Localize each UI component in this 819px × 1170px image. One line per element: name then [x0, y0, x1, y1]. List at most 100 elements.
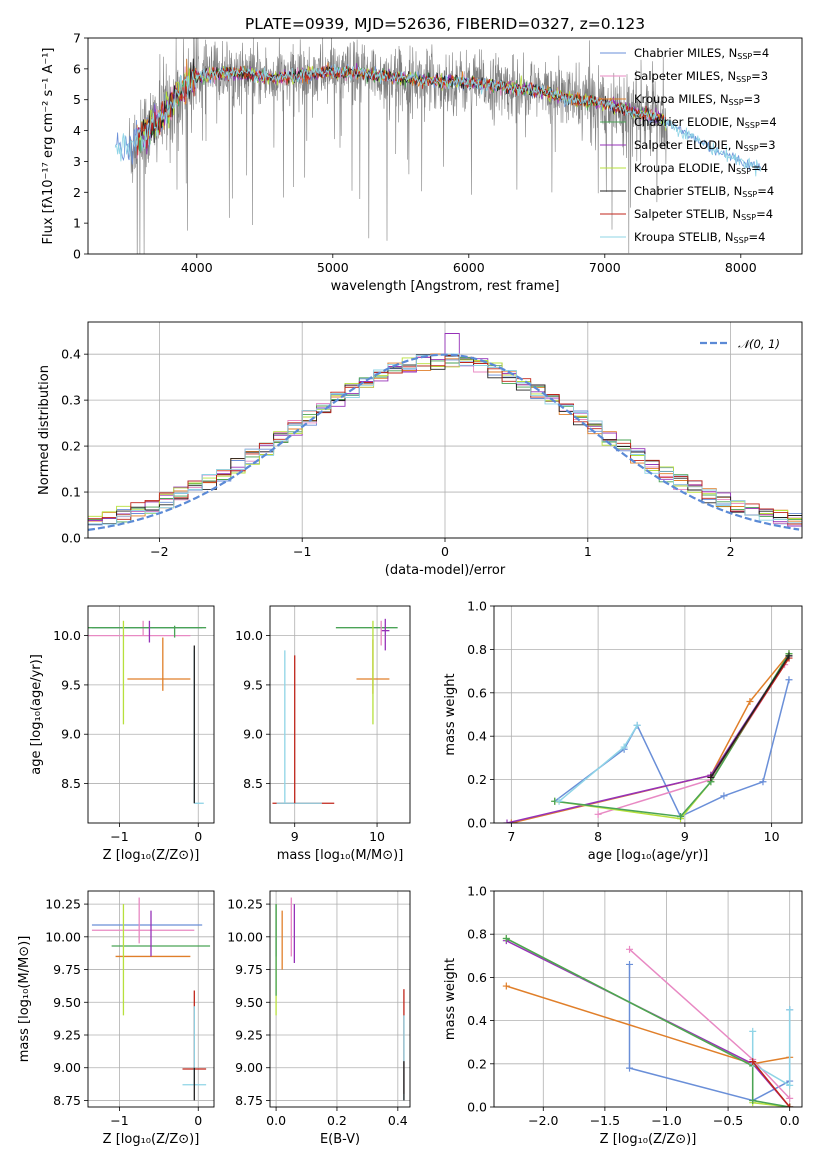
panel-massweight-age: 7 8 9 10 0.0 0.2 0.4 0.6 0.8 1.0 age [log₁₀(age/yr…	[443, 599, 803, 863]
ticks: 9 10 8.5 9.0 9.5 10.0	[235, 628, 385, 844]
legend-entry: Salpeter STELIB, NSSP=4	[634, 207, 773, 222]
x-axis-label: Z [log₁₀(Z/Z⊙)]	[103, 1132, 200, 1147]
series-marker	[677, 812, 685, 820]
y-tick-label: 9.00	[53, 1060, 81, 1075]
series-marker	[786, 1094, 794, 1102]
observed-spectrum	[128, 38, 668, 254]
legend-entry: Kroupa MILES, NSSP=3	[634, 92, 760, 107]
series-marker	[626, 960, 634, 968]
panel-massweight-Z: −2.0 −1.5 −1.0 −0.5 0.0 0.0 0.2 0.4 0.6 0.8 1.0 Z […	[443, 884, 803, 1147]
y-tick-label: 9.5	[61, 677, 81, 692]
series-marker	[503, 819, 511, 823]
plot-content	[88, 333, 802, 531]
series-marker	[749, 1027, 757, 1035]
series-marker	[507, 819, 515, 823]
y-tick-label: 8.75	[235, 1093, 263, 1108]
y-tick-label: 9.25	[53, 1028, 81, 1043]
series-marker	[720, 792, 728, 800]
legend: 𝒩(0, 1)	[700, 337, 780, 351]
y-tick-label: 9.50	[53, 995, 81, 1010]
y-axis-label: mass weight	[443, 958, 458, 1040]
plot-content	[503, 650, 793, 823]
y-tick-label: 0	[73, 247, 81, 262]
series-marker	[759, 778, 767, 786]
x-axis-label: mass [log₁₀(M/M⊙)]	[277, 848, 404, 863]
plot-content	[272, 618, 398, 804]
x-axis-label: E(B-V)	[320, 1132, 360, 1147]
y-tick-label: 0.8	[467, 927, 487, 942]
errorbar-point	[127, 637, 191, 691]
series-marker	[785, 676, 793, 684]
x-tick-label: 5000	[317, 260, 349, 275]
y-tick-label: 0.0	[467, 1100, 487, 1115]
y-tick-label: 0.0	[467, 816, 487, 831]
y-tick-label: 4	[73, 123, 81, 138]
x-tick-label: 9	[291, 829, 299, 844]
series-marker	[707, 773, 715, 781]
errorbar-point	[88, 625, 207, 638]
legend-entry: Kroupa ELODIE, NSSP=4	[634, 161, 768, 176]
plot-content	[88, 620, 207, 804]
x-tick-label: −0.5	[713, 1113, 743, 1128]
x-axis-label: age [log₁₀(age/yr)]	[588, 848, 709, 863]
x-tick-label: 0	[441, 544, 449, 559]
y-tick-label: 9.75	[53, 962, 81, 977]
y-tick-label: 3	[73, 154, 81, 169]
series-marker	[786, 1103, 794, 1107]
y-tick-label: 0.6	[467, 970, 487, 985]
x-tick-label: −2	[150, 544, 168, 559]
plot-area	[270, 606, 410, 823]
y-tick-label: 0.6	[467, 685, 487, 700]
x-axis-label: Z [log₁₀(Z/Z⊙)]	[600, 1132, 697, 1147]
y-tick-label: 9.50	[235, 995, 263, 1010]
x-tick-label: 0.0	[266, 1113, 286, 1128]
legend-entry: Chabrier STELIB, NSSP=4	[634, 184, 774, 199]
plot-content	[114, 38, 762, 254]
y-axis-label: Flux [fλ10⁻¹⁷ erg cm⁻² s⁻¹ A⁻¹]	[41, 48, 56, 245]
plot-area	[270, 891, 410, 1107]
x-tick-label: 0	[194, 829, 202, 844]
y-tick-label: 7	[73, 31, 81, 46]
series-marker	[786, 1081, 794, 1089]
y-tick-label: 2	[73, 185, 81, 200]
y-tick-label: 9.75	[235, 962, 263, 977]
y-tick-label: 0.2	[61, 439, 81, 454]
x-tick-label: 10	[764, 829, 780, 844]
panel-age-mass: 9 10 8.5 9.0 9.5 10.0 mass [log₁₀(M/M⊙)]	[235, 605, 411, 863]
y-axis-label: mass [log₁₀(M/M⊙)]	[17, 936, 32, 1063]
axes-frame	[87, 37, 803, 255]
x-tick-label: −1	[110, 1113, 128, 1128]
x-axis-label: Z [log₁₀(Z/Z⊙)]	[103, 848, 200, 863]
y-tick-label: 0.1	[61, 485, 81, 500]
x-tick-label: 0.0	[780, 1113, 800, 1128]
panel-mass-Z: −1 0 8.75 9.00 9.25 9.50 9.75 10.00 10.25 Z [log₁…	[17, 890, 215, 1147]
y-axis-label: Normed distribution	[37, 365, 52, 495]
gridlines	[270, 891, 410, 1107]
gridlines	[88, 606, 214, 823]
x-tick-label: 6000	[453, 260, 485, 275]
x-tick-label: 4000	[181, 260, 213, 275]
series-marker	[785, 652, 793, 660]
x-tick-label: 7	[507, 829, 515, 844]
y-axis-label: mass weight	[443, 673, 458, 755]
legend: Chabrier MILES, NSSP=4 Salpeter MILES, NS…	[600, 46, 777, 245]
y-tick-label: 1.0	[467, 884, 487, 899]
y-tick-label: 10.0	[53, 628, 81, 643]
x-tick-label: 8	[594, 829, 602, 844]
plot-area	[88, 606, 214, 823]
x-tick-label: 0	[194, 1113, 202, 1128]
series-marker	[749, 1097, 757, 1105]
y-tick-label: 9.0	[243, 727, 263, 742]
plot-content	[275, 897, 405, 1101]
y-tick-label: 0.4	[467, 1013, 487, 1028]
series-marker	[633, 721, 641, 729]
x-tick-label: −1	[110, 829, 128, 844]
ticks: −2.0 −1.5 −1.0 −0.5 0.0 0.0 0.2 0.4 0.6 0.8 1.0	[467, 884, 800, 1129]
axes-frame	[493, 605, 803, 824]
y-tick-label: 9.25	[235, 1028, 263, 1043]
series-line-7	[752, 1061, 791, 1107]
series-line-6	[751, 1009, 791, 1087]
y-tick-label: 9.0	[61, 727, 81, 742]
model-spectrum-7	[136, 65, 667, 156]
